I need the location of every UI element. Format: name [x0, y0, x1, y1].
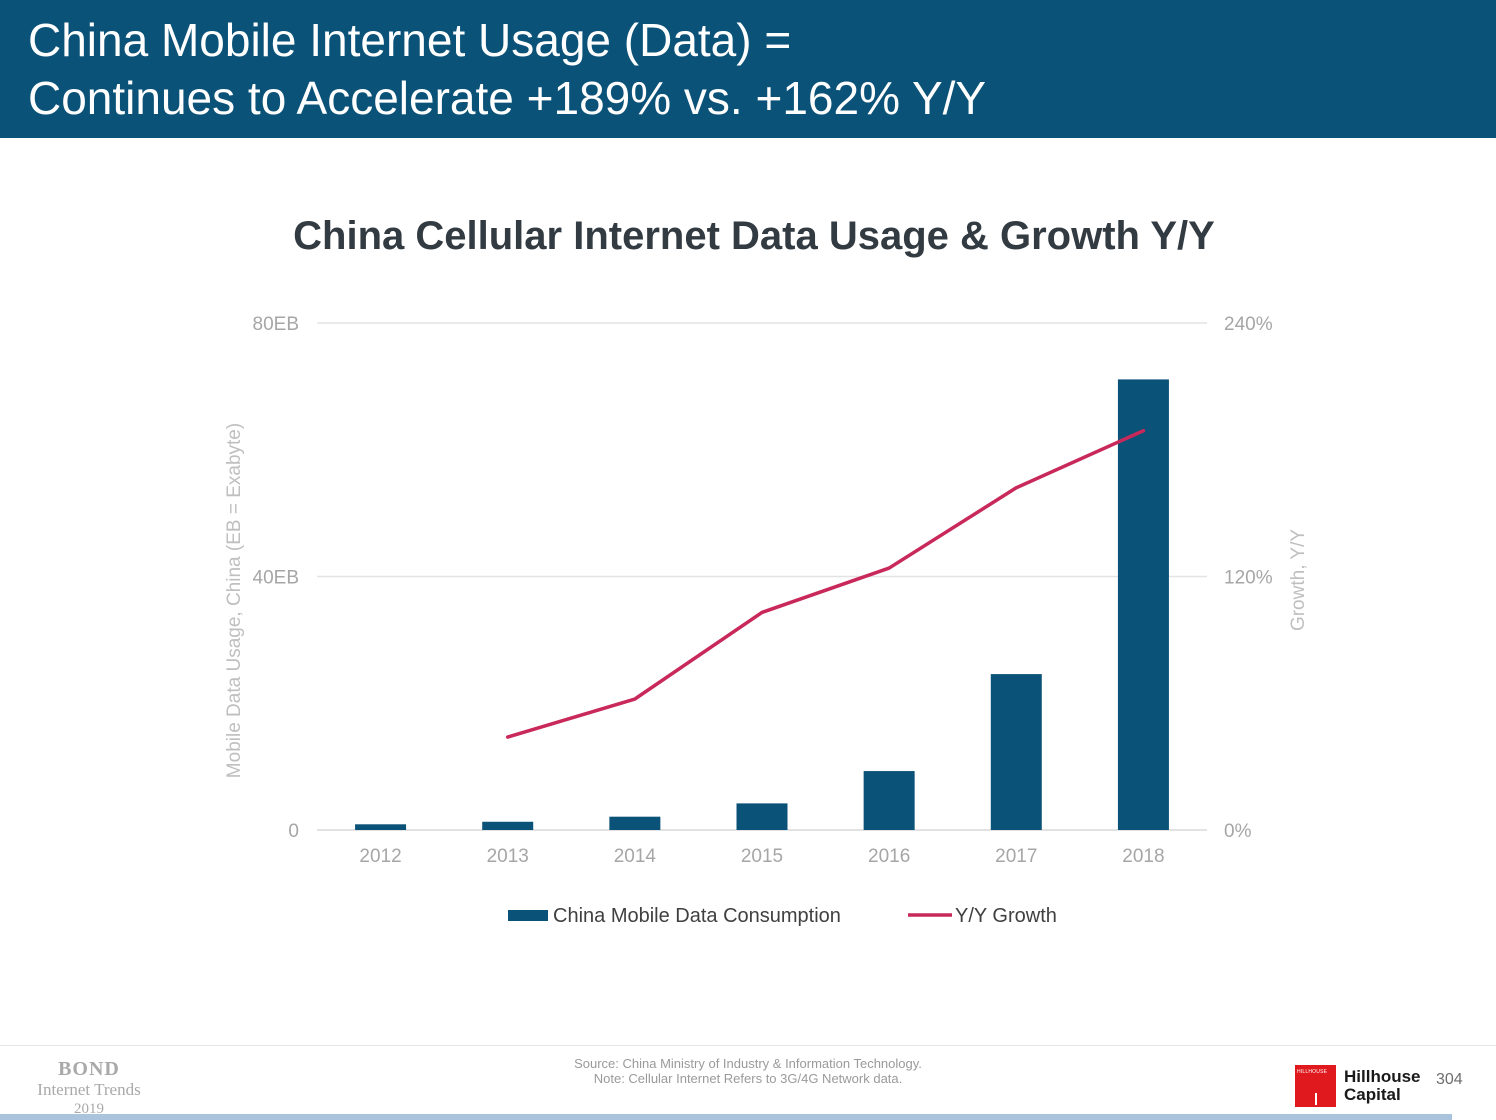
chart-title: China Cellular Internet Data Usage & Gro…	[293, 214, 1215, 258]
y-left-tick-label: 0	[288, 821, 299, 842]
x-tick-label: 2018	[1122, 846, 1164, 867]
footer-divider	[0, 1045, 1496, 1046]
source-note: Source: China Ministry of Industry & Inf…	[448, 1056, 1048, 1086]
bond-logo-line-2: Internet Trends	[37, 1080, 141, 1099]
bar	[736, 803, 788, 830]
hillhouse-mark-bar	[1315, 1093, 1317, 1105]
growth-point	[760, 610, 764, 614]
growth-point	[506, 735, 510, 739]
y-left-tick-label: 40EB	[253, 568, 299, 589]
x-tick-label: 2014	[614, 846, 657, 867]
bar	[355, 824, 407, 830]
bar	[990, 674, 1042, 830]
y-right-axis-title: Growth, Y/Y	[1288, 529, 1309, 631]
hillhouse-logo-text: Hillhouse Capital	[1344, 1068, 1421, 1104]
bottom-accent-strip	[0, 1114, 1452, 1120]
growth-point	[633, 697, 637, 701]
x-tick-label: 2017	[995, 846, 1037, 867]
bar	[863, 771, 915, 830]
y-left-axis-title: Mobile Data Usage, China (EB = Exabyte)	[224, 423, 245, 778]
hillhouse-logo-mark: HILLHOUSE	[1295, 1065, 1336, 1107]
slide-header: China Mobile Internet Usage (Data) = Con…	[0, 0, 1496, 138]
hillhouse-logo-line-2: Capital	[1344, 1085, 1401, 1104]
y-left-tick-label: 80EB	[253, 314, 299, 335]
page-number: 304	[1436, 1071, 1463, 1088]
bond-logo-line-1: BOND	[58, 1058, 120, 1080]
growth-point	[1014, 486, 1018, 490]
source-text: Source: China Ministry of Industry & Inf…	[574, 1056, 922, 1071]
bar	[482, 821, 534, 830]
x-tick-label: 2015	[741, 846, 783, 867]
bar	[609, 816, 661, 830]
slide-title-line-1: China Mobile Internet Usage (Data) =	[28, 14, 792, 66]
growth-point	[1141, 429, 1145, 433]
hillhouse-mark-text: HILLHOUSE	[1297, 1069, 1328, 1075]
x-tick-label: 2016	[868, 846, 910, 867]
growth-point	[887, 566, 891, 570]
x-tick-label: 2012	[359, 846, 401, 867]
hillhouse-logo-line-1: Hillhouse	[1344, 1067, 1421, 1086]
y-right-tick-label: 0%	[1224, 821, 1252, 842]
y-right-tick-label: 240%	[1224, 314, 1273, 335]
note-text: Note: Cellular Internet Refers to 3G/4G …	[593, 1071, 903, 1086]
bond-logo: BOND Internet Trends 2019	[20, 1058, 158, 1115]
legend-bar-swatch	[508, 910, 548, 921]
chart-area: 0 40EB 80EB 0% 120% 240% Mobile Data Usage, Ch…	[224, 314, 1309, 927]
legend-bar-label: China Mobile Data Consumption	[553, 905, 841, 927]
legend-line-label: Y/Y Growth	[955, 905, 1057, 927]
x-tick-label: 2013	[487, 846, 529, 867]
bond-logo-line-3: 2019	[74, 1101, 104, 1115]
y-right-tick-label: 120%	[1224, 568, 1273, 589]
bar	[1117, 379, 1169, 830]
growth-line	[505, 428, 1146, 739]
slide-title-line-2: Continues to Accelerate +189% vs. +162% …	[28, 72, 987, 124]
